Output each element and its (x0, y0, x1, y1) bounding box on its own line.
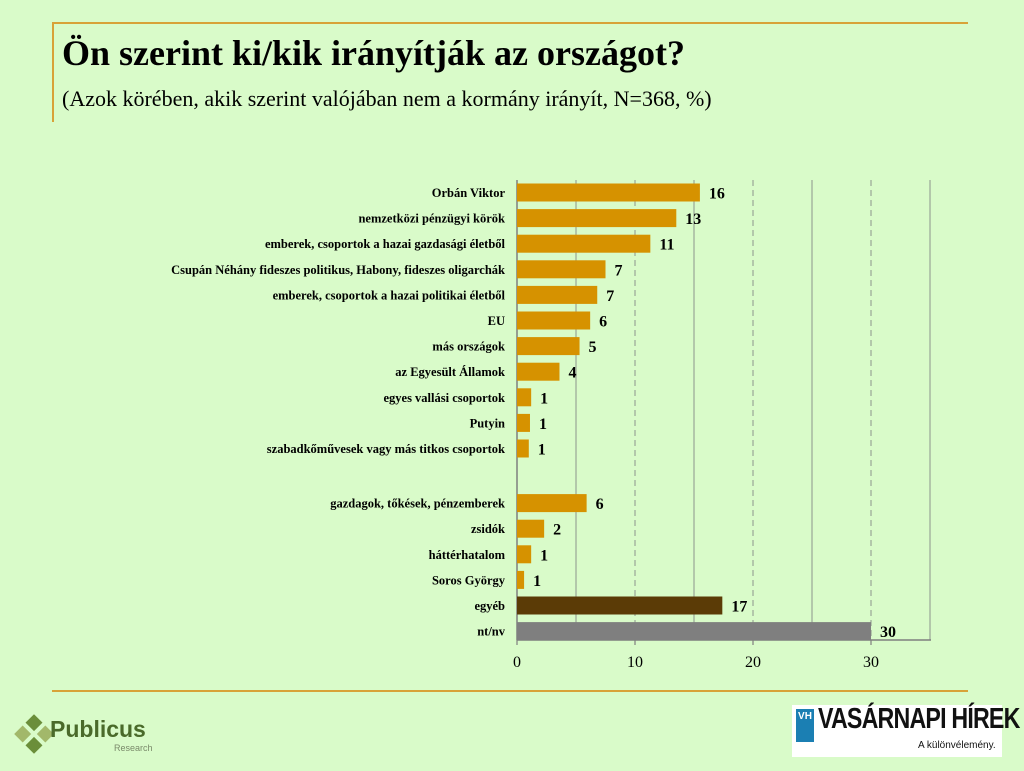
category-label: Orbán Viktor (432, 186, 506, 200)
bar (517, 570, 525, 589)
category-label: emberek, csoportok a hazai politikai éle… (273, 288, 506, 302)
category-label: Csupán Néhány fideszes politikus, Habony… (171, 263, 505, 277)
data-label: 6 (596, 496, 604, 513)
category-label: gazdagok, tőkések, pénzemberek (330, 497, 505, 511)
data-label: 1 (539, 416, 547, 433)
category-label: egyes vallási csoportok (383, 391, 505, 405)
bar (517, 337, 580, 356)
bar (517, 285, 598, 304)
category-label: EU (488, 314, 505, 328)
category-label: nt/nv (477, 625, 506, 639)
data-label: 11 (659, 237, 674, 254)
data-label: 1 (533, 573, 541, 590)
bar (517, 413, 530, 432)
bar (517, 183, 700, 202)
publicus-logo-text: Publicus (50, 716, 146, 742)
bar (517, 519, 545, 538)
bar (517, 439, 529, 458)
data-label: 16 (709, 186, 725, 203)
x-tick-label: 20 (745, 654, 761, 671)
top-accent-line (52, 22, 968, 24)
vasarnapi-hirek-name: VASÁRNAPI HÍREK (818, 703, 1020, 735)
publicus-logo-subtext: Research (114, 743, 153, 753)
data-label: 30 (880, 624, 896, 641)
data-label: 2 (553, 522, 561, 539)
bar (517, 362, 560, 381)
vasarnapi-hirek-slogan: A különvélemény. (918, 740, 996, 751)
page-subtitle: (Azok körében, akik szerint valójában ne… (62, 86, 712, 111)
data-label: 1 (540, 547, 548, 564)
bar (517, 234, 651, 253)
data-label: 7 (615, 262, 623, 279)
category-label: Soros György (432, 573, 506, 587)
category-label: nemzetközi pénzügyi körök (358, 212, 505, 226)
bar (517, 494, 587, 513)
data-label: 1 (540, 390, 548, 407)
publicus-logo-icon (14, 714, 54, 754)
left-accent-line (52, 22, 54, 122)
category-label: szabadkőművesek vagy más titkos csoporto… (267, 442, 505, 456)
data-label: 13 (685, 211, 701, 228)
data-label: 5 (589, 339, 597, 356)
data-label: 4 (568, 365, 576, 382)
category-label: az Egyesült Államok (395, 365, 505, 379)
x-tick-label: 30 (863, 654, 879, 671)
bar (517, 311, 591, 330)
data-label: 17 (731, 599, 747, 616)
category-label: zsidók (471, 522, 505, 536)
vh-mark-icon: VH (796, 709, 814, 742)
bar (517, 388, 532, 407)
category-label: Putyin (470, 416, 505, 430)
category-label: más országok (432, 340, 505, 354)
data-label: 7 (606, 288, 614, 305)
category-label: emberek, csoportok a hazai gazdasági éle… (265, 237, 506, 251)
bar (517, 622, 871, 641)
bar (517, 545, 532, 564)
data-label: 1 (538, 442, 546, 459)
category-label: egyéb (474, 599, 505, 613)
vasarnapi-hirek-logo (792, 705, 1002, 757)
bottom-accent-line (52, 690, 968, 692)
x-tick-label: 10 (627, 654, 643, 671)
bar (517, 596, 723, 615)
page-title: Ön szerint ki/kik irányítják az országot… (62, 33, 685, 73)
bar (517, 260, 606, 279)
bar (517, 209, 677, 228)
category-label: háttérhatalom (429, 548, 506, 562)
x-tick-label: 0 (513, 654, 521, 671)
data-label: 6 (599, 314, 607, 331)
